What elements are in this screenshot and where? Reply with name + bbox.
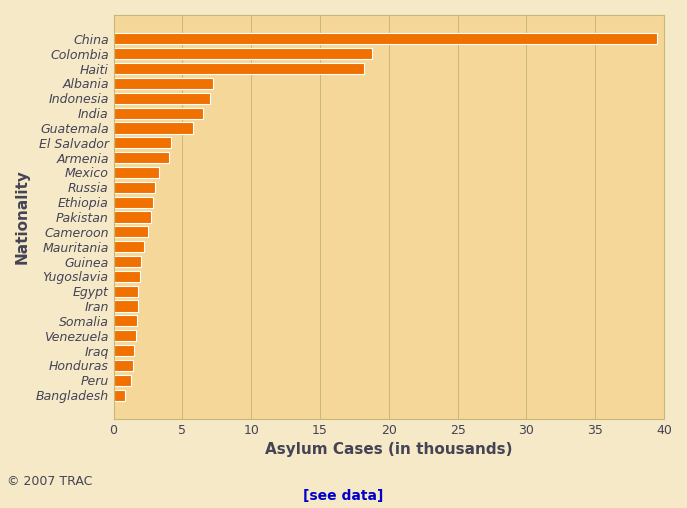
Bar (113, 197, 153, 208)
Bar (113, 315, 137, 327)
Bar (113, 152, 168, 163)
X-axis label: Asylum Cases (in thousands): Asylum Cases (in thousands) (265, 442, 513, 457)
Bar (113, 137, 171, 148)
Bar (113, 285, 138, 297)
Bar (113, 301, 137, 311)
Bar (113, 330, 135, 341)
Y-axis label: Nationality: Nationality (15, 170, 30, 265)
Bar (113, 211, 150, 223)
Bar (113, 167, 159, 178)
Bar (113, 271, 139, 282)
Bar (113, 241, 144, 252)
Bar (113, 48, 372, 59)
Bar (113, 63, 364, 74)
Bar (113, 34, 657, 45)
Bar (113, 256, 141, 267)
Bar (113, 78, 213, 89)
Bar (113, 345, 134, 356)
Bar (113, 360, 133, 371)
Bar (113, 122, 193, 134)
Bar (113, 375, 131, 386)
Bar (113, 226, 148, 237)
Bar (113, 108, 203, 119)
Bar (113, 182, 155, 193)
Text: © 2007 TRAC: © 2007 TRAC (7, 474, 92, 488)
Bar (113, 390, 124, 401)
Bar (113, 93, 210, 104)
Text: [see data]: [see data] (304, 489, 383, 503)
